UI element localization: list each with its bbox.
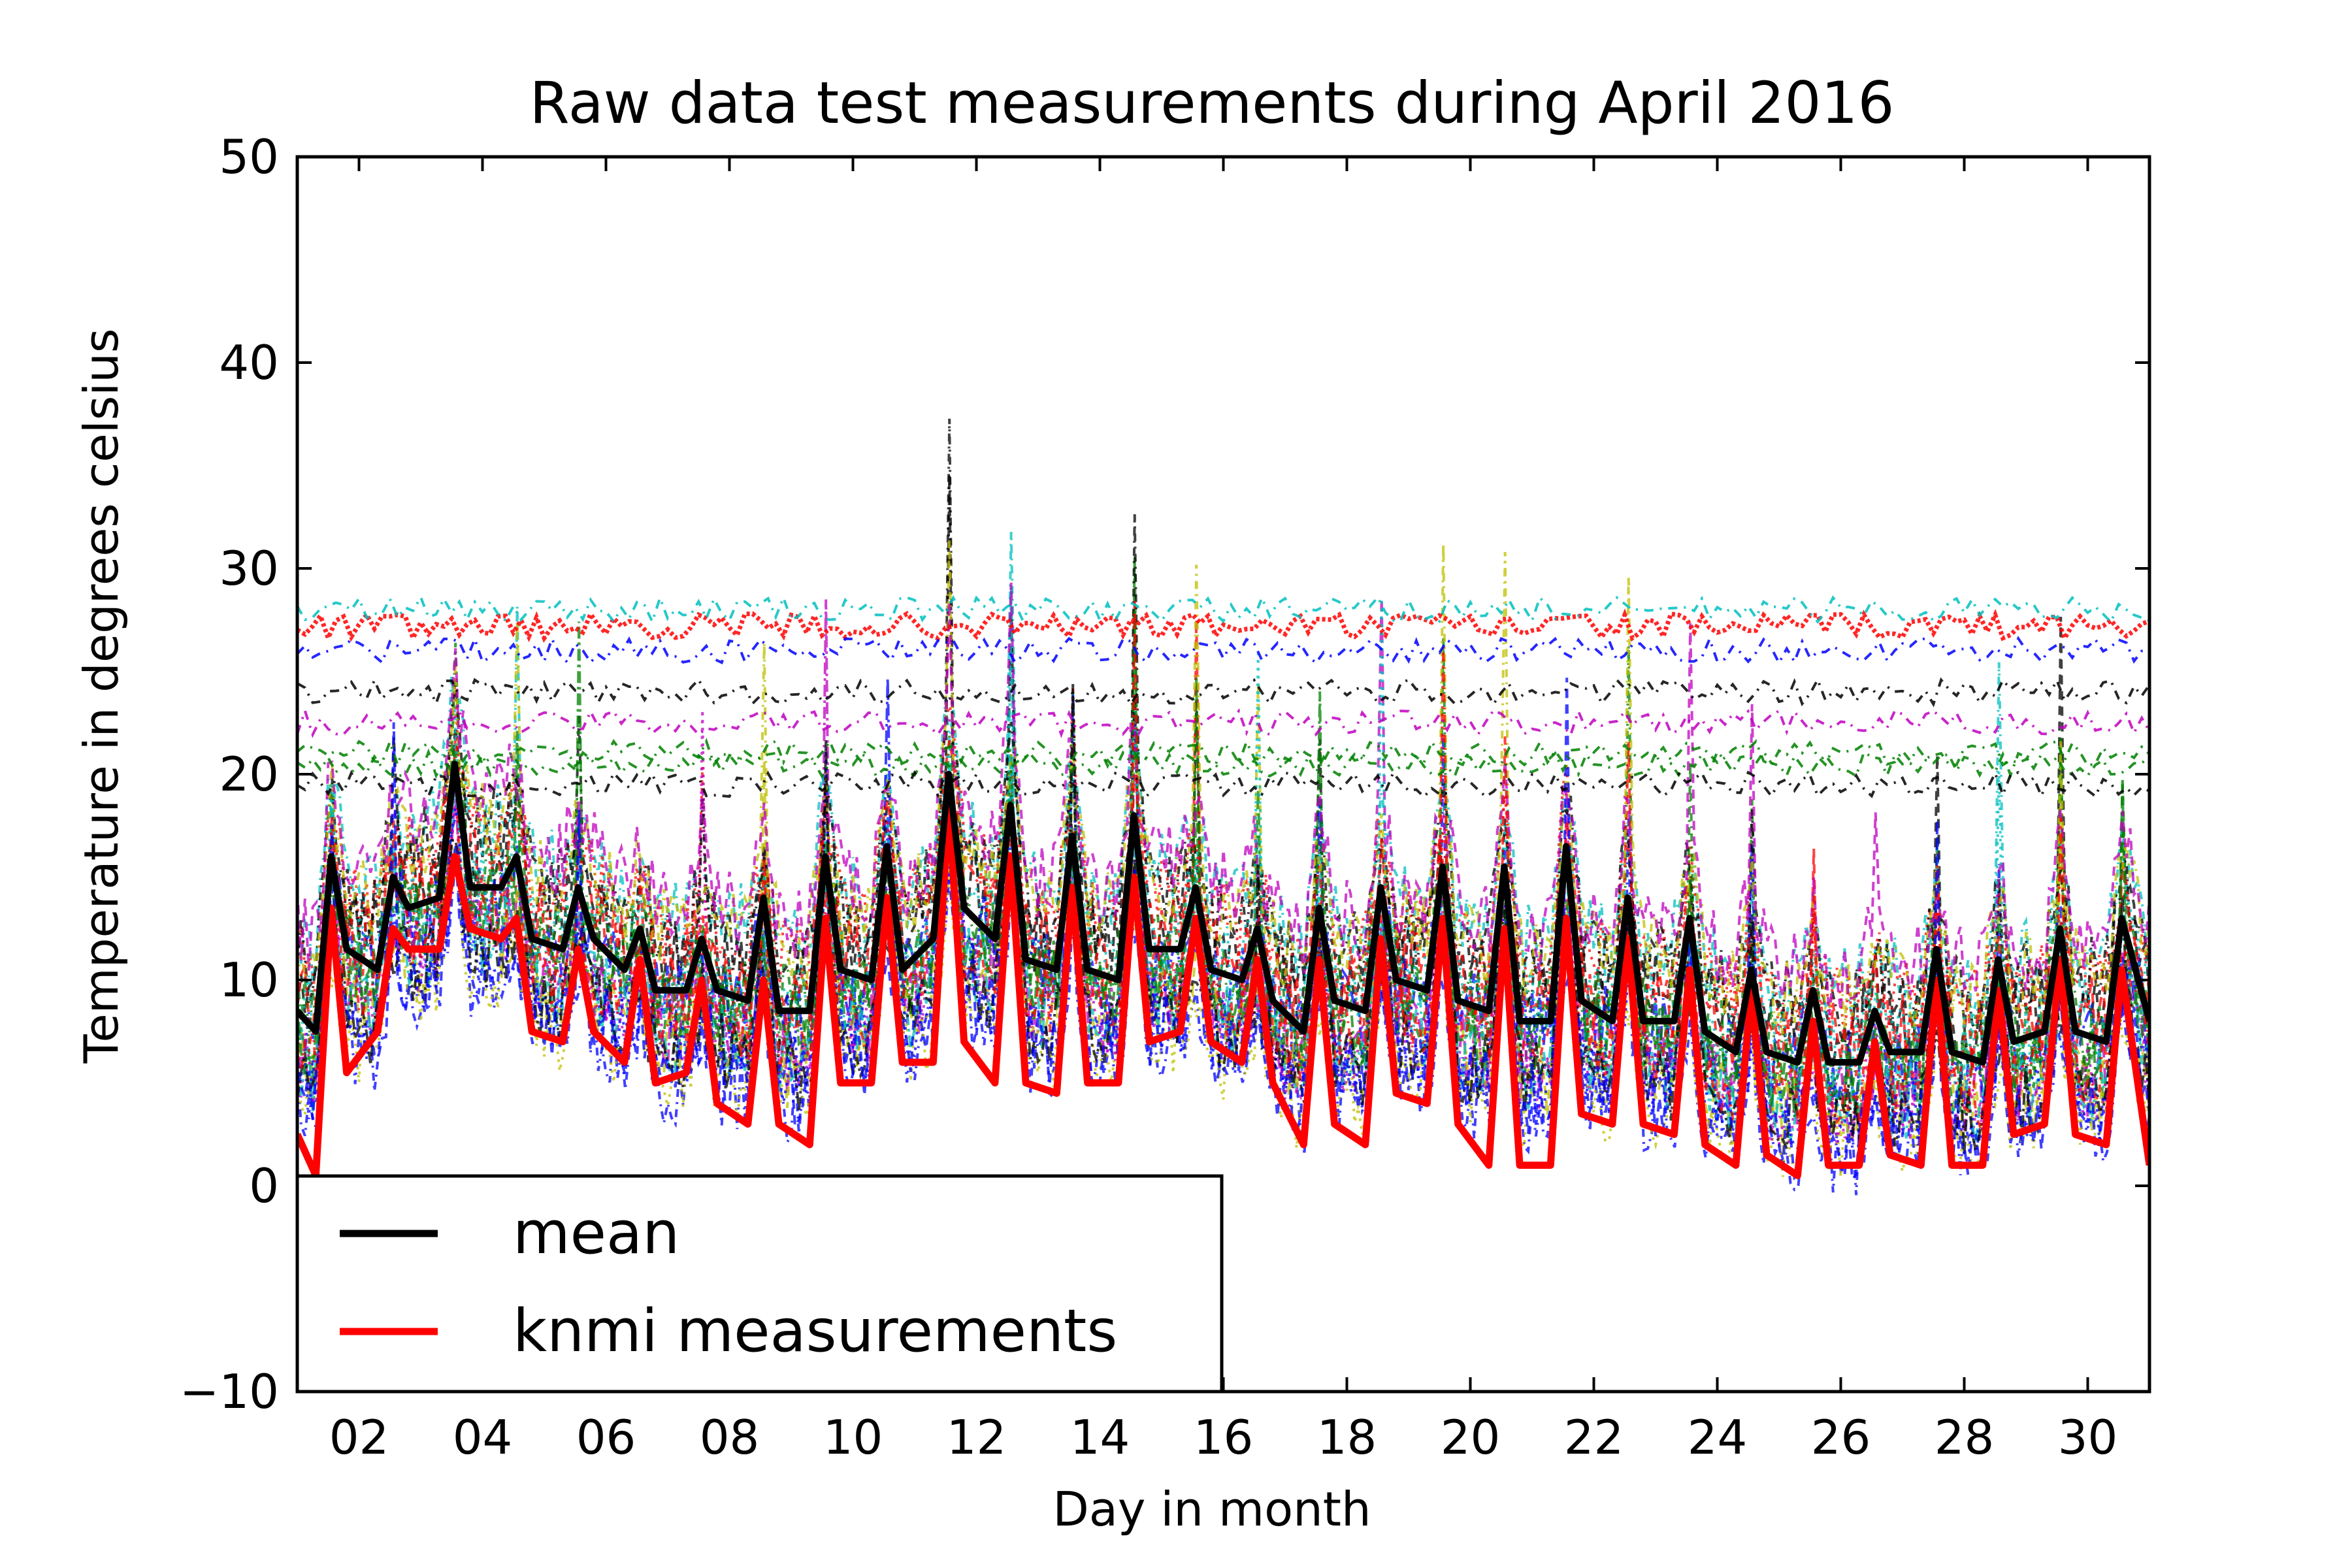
raw-trace-line [297, 557, 2149, 1121]
x-tick-label: 06 [576, 1410, 636, 1465]
x-tick-label: 02 [329, 1410, 389, 1465]
ticks-layer: −10 0 10 20 30 40 50 02 04 06 08 10 12 14 16 18 20 22 24 26… [180, 129, 2149, 1465]
series-layer [297, 760, 2149, 1179]
y-tick-label: 20 [219, 747, 279, 802]
raw-trace-line [297, 594, 2149, 625]
y-tick-label: −10 [180, 1364, 279, 1419]
x-tick-label: 26 [1811, 1410, 1871, 1465]
x-tick-label: 04 [453, 1410, 513, 1465]
y-axis-label: Temperature in degrees celsius [74, 329, 129, 1064]
x-tick-label: 18 [1317, 1410, 1377, 1465]
legend: mean knmi measurements [295, 1174, 1224, 1394]
series-line-mean [297, 760, 2149, 1066]
x-tick-label: 22 [1564, 1410, 1624, 1465]
chart-title: Raw data test measurements during April … [530, 69, 1895, 137]
raw-trace-line [297, 678, 2149, 1108]
y-tick-label: 0 [249, 1158, 279, 1213]
raw-trace-line [297, 418, 2149, 1046]
raw-trace-line [297, 683, 2149, 1154]
x-tick-label: 12 [947, 1410, 1007, 1465]
raw-trace-line [297, 733, 2149, 1196]
raw-trace-line [297, 540, 2149, 1034]
raw-trace-line [297, 706, 2149, 738]
legend-box [295, 1174, 1224, 1394]
raw-trace-line [297, 474, 2149, 1068]
raw-trace-line [297, 598, 2149, 1086]
y-tick-label: 50 [219, 129, 279, 184]
y-tick-label: 30 [219, 541, 279, 596]
x-tick-label: 08 [700, 1410, 760, 1465]
x-tick-label: 28 [1935, 1410, 1995, 1465]
raw-trace-line [297, 676, 2149, 708]
x-tick-label: 16 [1194, 1410, 1254, 1465]
x-tick-label: 20 [1441, 1410, 1501, 1465]
x-axis-label: Day in month [1053, 1482, 1371, 1537]
x-tick-label: 24 [1688, 1410, 1748, 1465]
x-tick-label: 30 [2058, 1410, 2118, 1465]
raw-trace-line [297, 694, 2149, 1168]
series-line-knmi-measurements [297, 801, 2149, 1179]
raw-trace-line [297, 582, 2149, 1016]
raw-trace-line [297, 770, 2149, 800]
raw-trace-line [297, 599, 2149, 1140]
y-tick-label: 40 [219, 335, 279, 390]
x-tick-label: 14 [1070, 1410, 1130, 1465]
legend-label: mean [513, 1199, 679, 1267]
y-tick-label: 10 [219, 953, 279, 1007]
raw-trace-line [297, 608, 2149, 645]
legend-label: knmi measurements [513, 1297, 1117, 1365]
raw-trace-line [297, 748, 2149, 779]
x-tick-label: 10 [823, 1410, 883, 1465]
